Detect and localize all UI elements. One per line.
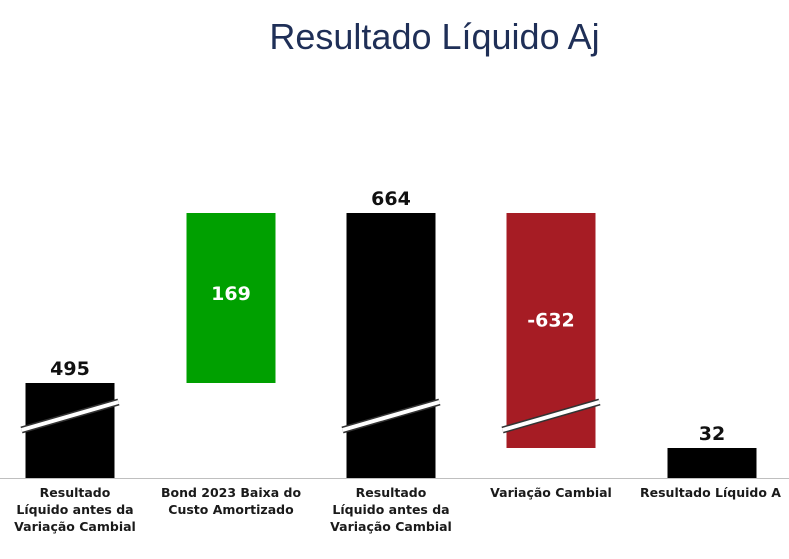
chart-title: Resultado Líquido Aj: [269, 16, 600, 57]
data-label-4: -632: [527, 310, 575, 332]
bar-5: [667, 448, 757, 478]
axis-break-4: [501, 398, 601, 434]
data-label-2: 169: [211, 283, 251, 305]
bar-1: [25, 383, 115, 478]
category-label-5: Resultado Líquido A: [640, 485, 781, 500]
category-label-1: Resultado Líquido antes da Variação Camb…: [14, 485, 136, 534]
bar-3: [346, 213, 436, 478]
category-label-4: Variação Cambial: [490, 485, 612, 500]
data-label-5: 32: [699, 423, 725, 445]
bar-2: [186, 213, 276, 383]
category-label-3: Resultado Líquido antes da Variação Camb…: [330, 485, 452, 534]
category-label-2: Bond 2023 Baixa do Custo Amortizado: [160, 485, 302, 517]
data-label-3: 664: [371, 188, 411, 210]
axis-break-3: [341, 398, 441, 434]
data-label-1: 495: [50, 358, 90, 380]
axis-break-1: [20, 398, 120, 434]
